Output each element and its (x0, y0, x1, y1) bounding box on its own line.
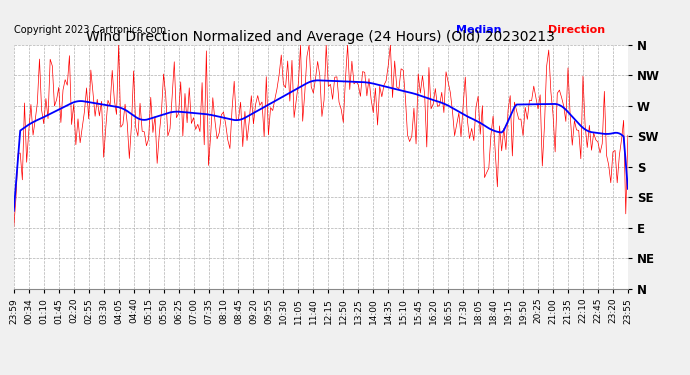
Title: Wind Direction Normalized and Average (24 Hours) (Old) 20230213: Wind Direction Normalized and Average (2… (86, 30, 555, 44)
Text: Copyright 2023 Cartronics.com: Copyright 2023 Cartronics.com (14, 25, 166, 35)
Text: Median: Median (456, 25, 502, 35)
Text: Direction: Direction (548, 25, 605, 35)
